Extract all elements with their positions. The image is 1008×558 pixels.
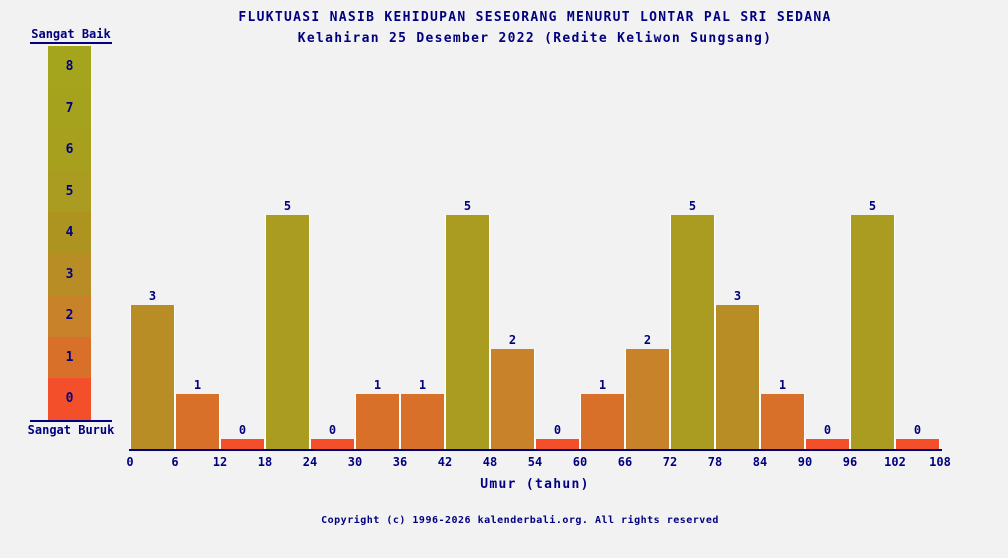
x-tick-label-24: 24 bbox=[302, 455, 318, 469]
bar-age-12-18 bbox=[220, 439, 265, 449]
x-tick-label-6: 6 bbox=[171, 455, 179, 469]
bar-age-24-30 bbox=[310, 439, 355, 449]
bar-age-90-96 bbox=[805, 439, 850, 449]
bar-value-label: 3 bbox=[733, 288, 742, 303]
bar-value-label: 1 bbox=[373, 378, 382, 393]
bar-age-60-66 bbox=[580, 394, 625, 449]
bar-value-label: 5 bbox=[868, 199, 877, 213]
x-tick-label-96: 96 bbox=[842, 455, 858, 469]
scale-box-value: 1 bbox=[65, 349, 74, 365]
x-tick-label-60: 60 bbox=[572, 455, 588, 469]
bar-value-label: 5 bbox=[283, 199, 292, 213]
x-tick-label-36: 36 bbox=[392, 455, 408, 469]
scale-box-6: 6 bbox=[48, 129, 91, 171]
scale-box-value: 4 bbox=[65, 225, 74, 241]
scale-box-8: 8 bbox=[48, 46, 91, 88]
scale-box-value: 7 bbox=[65, 100, 74, 116]
bar-age-0-6 bbox=[130, 304, 175, 449]
scale-box-value: 6 bbox=[65, 142, 74, 158]
x-axis-line bbox=[129, 449, 942, 451]
bar-value-label: 3 bbox=[148, 288, 157, 303]
x-tick-label-18: 18 bbox=[257, 455, 273, 469]
x-tick-label-66: 66 bbox=[617, 455, 633, 469]
scale-box-5: 5 bbox=[48, 170, 91, 212]
bar-age-102-108 bbox=[895, 439, 940, 449]
bar-age-36-42 bbox=[400, 394, 445, 449]
scale-box-7: 7 bbox=[48, 87, 91, 129]
scale-box-2: 2 bbox=[48, 295, 91, 337]
scale-box-value: 0 bbox=[65, 391, 74, 407]
scale-box-0: 0 bbox=[48, 378, 91, 420]
chart-title: FLUKTUASI NASIB KEHIDUPAN SESEORANG MENU… bbox=[238, 10, 832, 25]
bar-value-label: 2 bbox=[643, 333, 652, 348]
scale-bottom-label: Sangat Buruk bbox=[27, 423, 115, 437]
bar-age-30-36 bbox=[355, 394, 400, 449]
scale-bottom-line bbox=[30, 419, 112, 422]
bar-value-label: 0 bbox=[553, 423, 562, 437]
bar-value-label: 0 bbox=[913, 423, 922, 437]
scale-box-value: 3 bbox=[65, 266, 74, 282]
scale-box-value: 8 bbox=[65, 59, 74, 75]
bar-age-84-90 bbox=[760, 394, 805, 449]
scale-top-line bbox=[30, 42, 112, 44]
bar-value-label: 5 bbox=[688, 199, 697, 213]
x-tick-label-102: 102 bbox=[884, 455, 906, 469]
bar-age-48-54 bbox=[490, 349, 535, 449]
x-tick-label-0: 0 bbox=[126, 455, 134, 469]
bar-age-42-48 bbox=[445, 215, 490, 449]
bar-age-66-72 bbox=[625, 349, 670, 449]
x-tick-label-30: 30 bbox=[347, 455, 363, 469]
scale-legend: 8 7 6 5 4 3 2 1 0 bbox=[48, 46, 91, 420]
scale-top-label: Sangat Baik bbox=[31, 27, 111, 41]
scale-box-value: 2 bbox=[65, 308, 74, 324]
scale-box-1: 1 bbox=[48, 336, 91, 378]
x-tick-label-78: 78 bbox=[707, 455, 723, 469]
bar-value-label: 0 bbox=[823, 423, 832, 437]
x-tick-label-54: 54 bbox=[527, 455, 543, 469]
bar-value-label: 1 bbox=[193, 378, 202, 393]
bar-value-label: 2 bbox=[508, 333, 517, 348]
bar-value-label: 1 bbox=[598, 378, 607, 393]
x-tick-label-84: 84 bbox=[752, 455, 768, 469]
x-axis-title: Umur (tahun) bbox=[480, 477, 590, 492]
bar-age-6-12 bbox=[175, 394, 220, 449]
scale-box-value: 5 bbox=[65, 183, 74, 199]
bar-value-label: 1 bbox=[778, 378, 787, 393]
bar-age-96-102 bbox=[850, 215, 895, 449]
bar-value-label: 1 bbox=[418, 378, 427, 393]
bar-value-label: 0 bbox=[328, 423, 337, 437]
x-tick-label-90: 90 bbox=[797, 455, 813, 469]
copyright-text: Copyright (c) 1996-2026 kalenderbali.org… bbox=[321, 515, 719, 526]
bar-value-label: 0 bbox=[238, 423, 247, 437]
chart-subtitle: Kelahiran 25 Desember 2022 (Redite Keliw… bbox=[297, 31, 773, 46]
x-tick-label-72: 72 bbox=[662, 455, 678, 469]
x-tick-label-108: 108 bbox=[929, 455, 951, 469]
x-tick-label-48: 48 bbox=[482, 455, 498, 469]
scale-box-4: 4 bbox=[48, 212, 91, 254]
bar-value-label: 5 bbox=[463, 199, 472, 213]
bar-age-78-84 bbox=[715, 304, 760, 449]
scale-box-3: 3 bbox=[48, 253, 91, 295]
bar-age-72-78 bbox=[670, 215, 715, 449]
bar-age-18-24 bbox=[265, 215, 310, 449]
x-tick-label-12: 12 bbox=[212, 455, 228, 469]
bar-age-54-60 bbox=[535, 439, 580, 449]
x-tick-label-42: 42 bbox=[437, 455, 453, 469]
